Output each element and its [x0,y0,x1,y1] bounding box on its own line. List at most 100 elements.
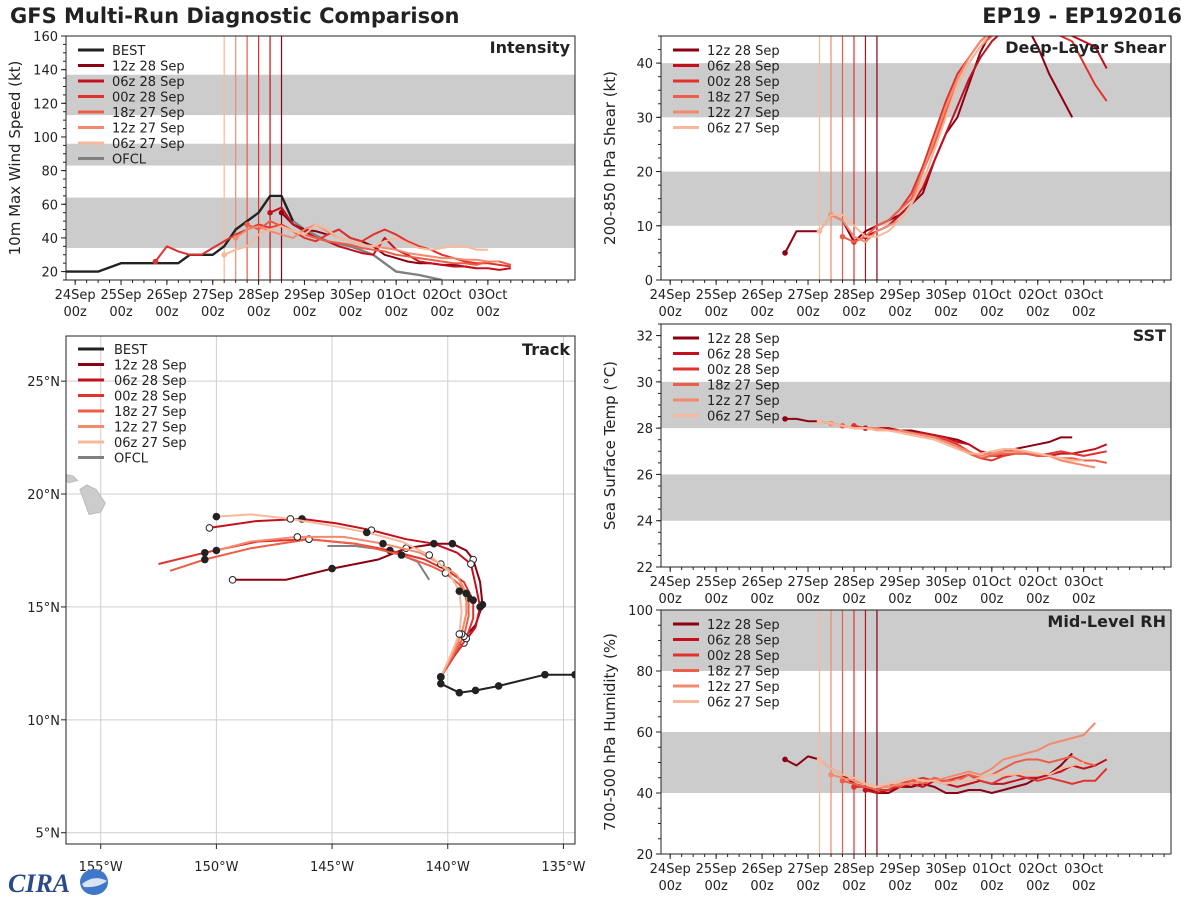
shear-x-tick-label: 25Sep [696,288,737,303]
shear-series-line [818,36,990,238]
land-mass [66,474,79,484]
shear-legend-label: 06z 28 Sep [707,60,780,75]
track-point [437,673,445,681]
shear-y-tick-label: 10 [636,220,653,235]
rh-series-point [828,771,834,778]
shear-series-point [782,250,788,256]
intensity-x-tick-label: 28Sep [238,288,279,303]
logo-swirl-icon [82,878,107,888]
shear-x-tick-label: 00z [1026,305,1050,320]
intensity-x-tick-label: 26Sep [146,288,187,303]
rh-x-tick-label: 02Oct [1018,862,1057,877]
intensity-x-tick-label: 24Sep [55,288,96,303]
intensity-legend-label: BEST [112,44,145,59]
intensity-legend-label: 12z 27 Sep [112,122,185,137]
shear-legend-label: 18z 27 Sep [707,91,780,106]
track-x-tick-label: 150°W [194,860,238,875]
intensity-x-tick-label: 00z [339,305,363,320]
intensity-panel: 20 40 60 80 100 120 140 160 24Sep 00z 25Sep 00z 26Se… [6,30,576,320]
sst-x-tick-label: 01Oct [972,575,1011,590]
shear-series-point [816,228,823,234]
shear-x-tick-label: 27Sep [788,288,829,303]
sst-panel: 22 24 26 28 30 32 24Sep 00z 25Sep 00z 26Sep 00z 27Se… [601,323,1172,607]
track-legend-label: 06z 28 Sep [114,374,187,389]
rh-legend-label: 06z 28 Sep [707,634,780,649]
shear-x-tick-label: 02Oct [1018,288,1057,303]
sst-frame [660,323,1172,568]
shear-x-tick-label: 28Sep [833,288,874,303]
intensity-x-tick-label: 00z [63,305,87,320]
track-point [471,686,480,695]
intensity-y-tick-label: 160 [33,30,58,45]
sst-legend-label: 06z 28 Sep [707,348,780,363]
shear-y-axis-label: 200-850 hPa Shear (kt) [601,71,619,245]
shear-x-tick-label: 00z [796,305,820,320]
intensity-y-tick-label: 140 [33,64,58,79]
rh-y-tick-label: 60 [636,726,653,741]
shear-x-tick-label: 26Sep [742,288,783,303]
intensity-series-line [269,206,511,271]
intensity-legend-label: 00z 28 Sep [112,91,185,106]
shear-title: Deep-Layer Shear [1005,38,1166,57]
track-point [293,533,302,541]
intensity-x-tick-label: 03Oct [468,288,507,303]
track-legend-label: 06z 27 Sep [114,436,187,451]
shear-legend-label: 00z 28 Sep [707,75,780,90]
sst-series-line [819,420,1084,462]
sst-x-tick-label: 29Sep [879,575,920,590]
track-point [437,679,445,688]
sst-x-tick-label: 00z [659,592,683,607]
shear-legend-label: 12z 28 Sep [707,44,780,59]
logo-text: CIRA [8,869,70,898]
land-mass [79,484,106,515]
intensity-legend-label: 18z 27 Sep [112,106,185,121]
intensity-x-tick-label: 00z [384,305,408,320]
rh-x-tick-label: 28Sep [833,862,874,877]
track-point [467,560,475,568]
track-point [541,670,549,679]
intensity-series-point [221,251,228,258]
intensity-x-tick-label: 30Sep [330,288,371,303]
intensity-y-tick-label: 20 [41,266,58,281]
track-panel: 155°W 150°W 145°W 140°W 135°W5°N10°N15°N20°N… [27,335,586,875]
shear-x-tick-label: 29Sep [879,288,920,303]
sst-series-point [782,416,788,422]
shear-series-line [842,36,994,243]
sst-x-tick-label: 26Sep [742,575,783,590]
track-point [205,524,214,532]
track-y-tick-label: 5°N [36,827,61,842]
sst-x-tick-label: 24Sep [650,575,691,590]
rh-x-tick-label: 27Sep [788,862,829,877]
sst-x-tick-label: 00z [704,592,728,607]
rh-x-tick-label: 00z [796,879,820,894]
intensity-series-line [223,223,488,256]
rh-x-tick-label: 00z [934,879,958,894]
intensity-series-point [232,235,239,241]
rh-x-tick-label: 00z [659,879,683,894]
sst-legend-label: 00z 28 Sep [707,363,780,378]
track-point [212,546,221,555]
track-y-tick-label: 25°N [27,375,60,390]
rh-x-tick-label: 30Sep [925,862,966,877]
intensity-y-axis-label: 10m Max Wind Speed (kt) [6,61,24,256]
track-legend-label: 12z 28 Sep [114,359,187,374]
sst-x-tick-label: 27Sep [788,575,829,590]
track-y-tick-label: 15°N [27,601,60,616]
intensity-series-group [66,194,512,280]
rh-legend-label: 00z 28 Sep [707,649,780,664]
intensity-x-tick-label: 25Sep [101,288,142,303]
rh-series-line [818,758,1084,788]
sst-x-tick-label: 00z [750,592,774,607]
sst-x-tick-label: 00z [1072,592,1096,607]
sst-band-1 [661,381,1171,429]
intensity-x-tick-label: 00z [155,305,179,320]
sst-legend-label: 18z 27 Sep [707,379,780,394]
intensity-legend-label: 06z 27 Sep [112,137,185,152]
track-legend-label: 00z 28 Sep [114,390,187,405]
intensity-title: Intensity [490,38,571,57]
shear-y-tick-label: 20 [636,166,653,181]
intensity-band-0 [66,197,575,249]
track-legend-label: 18z 27 Sep [114,405,187,420]
shear-x-tick-label: 00z [980,305,1004,320]
shear-x-tick-label: 24Sep [650,288,691,303]
